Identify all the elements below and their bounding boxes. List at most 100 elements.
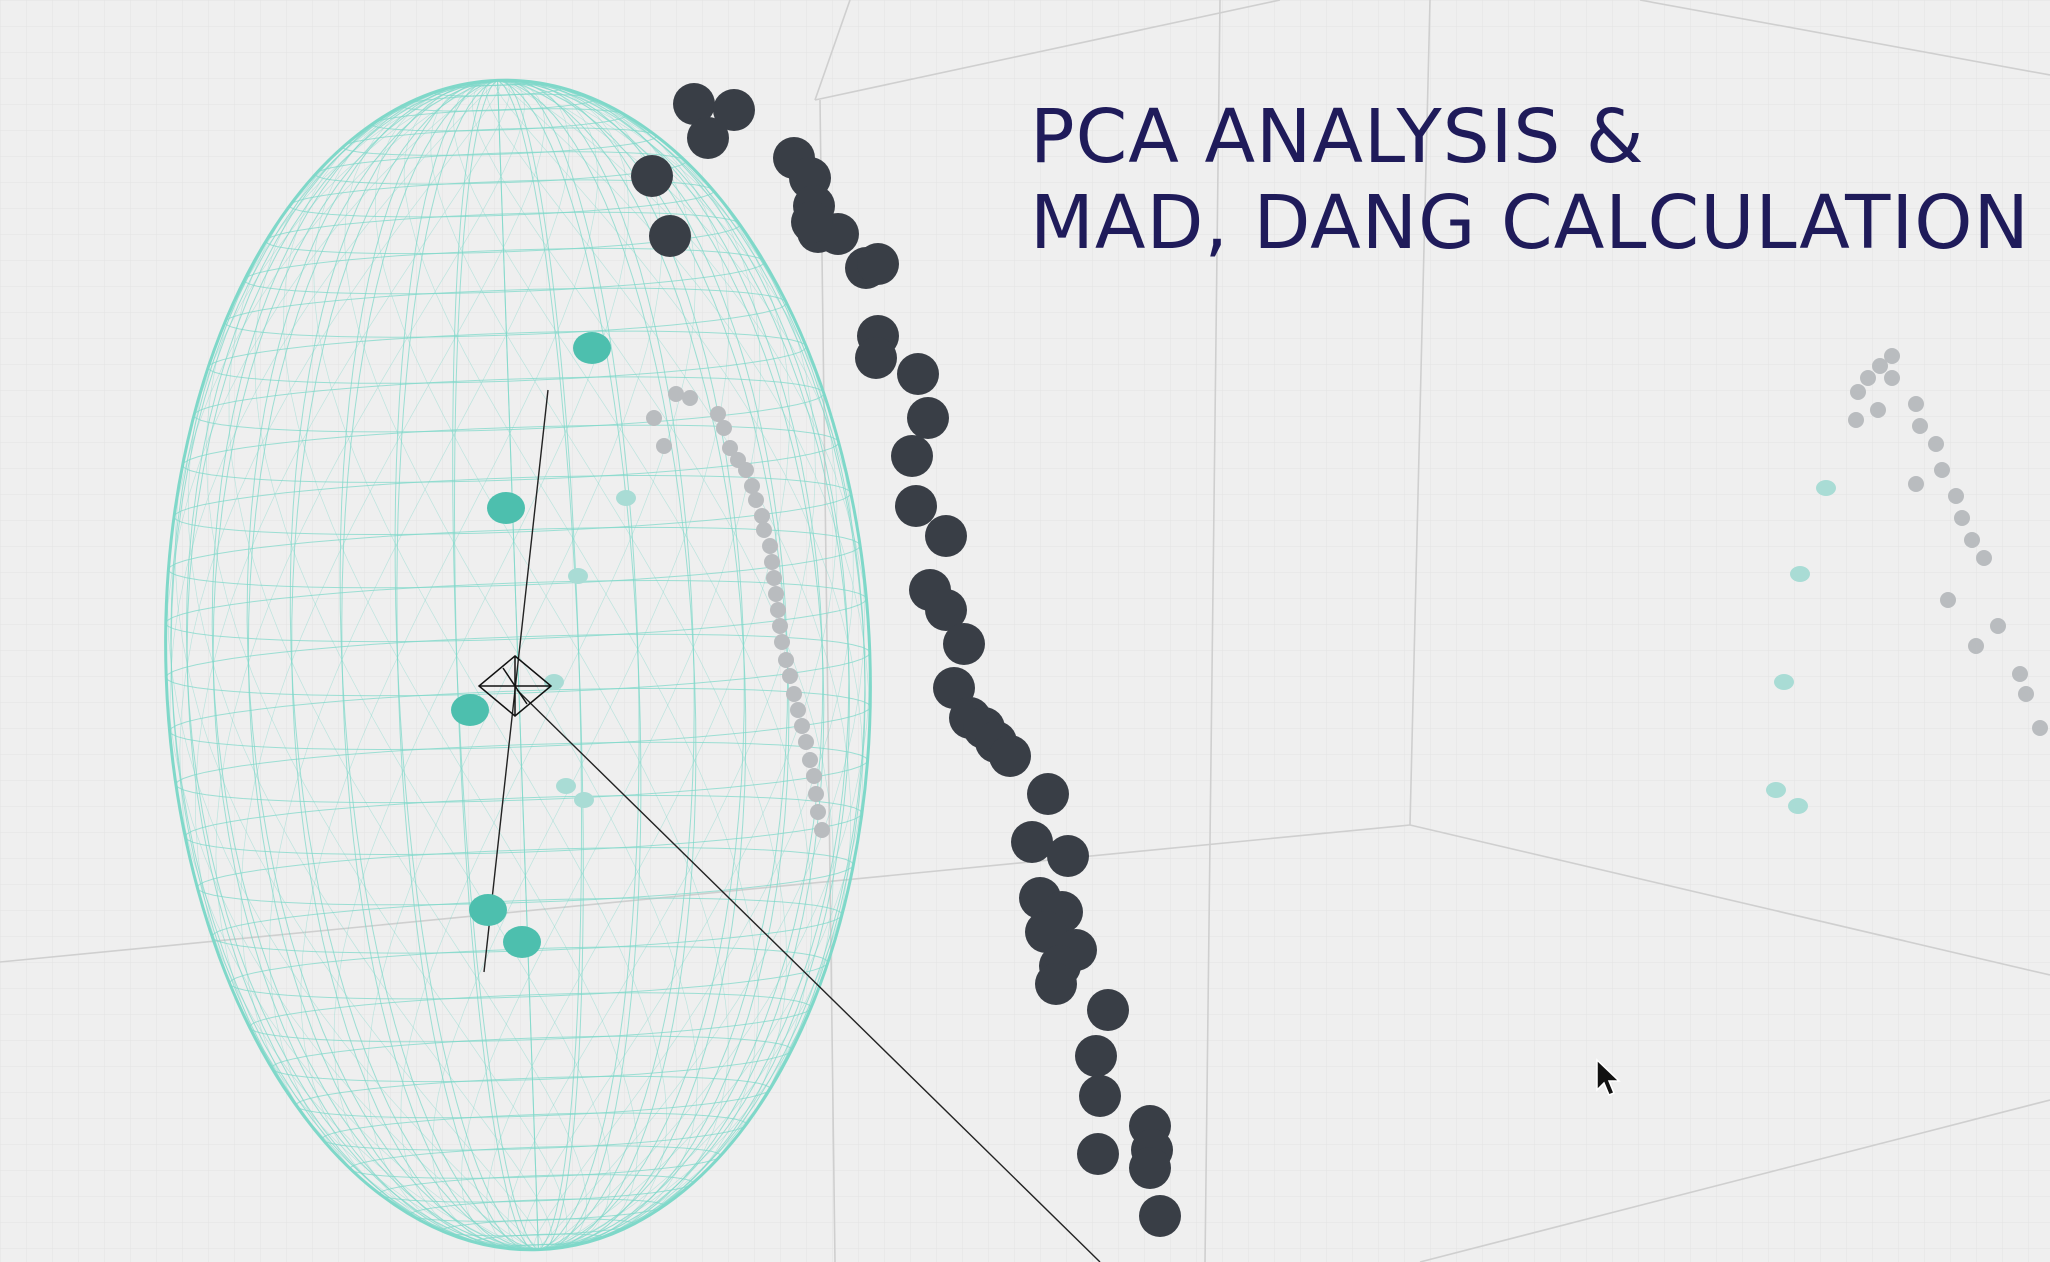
- projected-outside-point: [2032, 720, 2048, 736]
- ellipsoid-mesh-diagonal: [497, 80, 854, 1250]
- outside-point: [1075, 1035, 1117, 1077]
- outside-point: [895, 485, 937, 527]
- projected-outside-point: [762, 538, 778, 554]
- projected-outside-point: [770, 602, 786, 618]
- projected-outside-point: [1990, 618, 2006, 634]
- projected-outside-point: [1964, 532, 1980, 548]
- projected-outside-point: [1934, 462, 1950, 478]
- projected-outside-point: [1908, 476, 1924, 492]
- projected-outside-point: [646, 410, 662, 426]
- projected-outside-point: [1850, 384, 1866, 400]
- confidence-ellipsoid-wireframe: [164, 78, 872, 1252]
- projected-inside-point: [1816, 480, 1836, 496]
- outside-point: [1011, 821, 1053, 863]
- outside-point: [943, 623, 985, 665]
- projected-outside-point: [810, 804, 826, 820]
- projected-outside-point: [806, 768, 822, 784]
- outside-point: [897, 353, 939, 395]
- projected-inside-point: [574, 792, 594, 808]
- ellipsoid-mesh-diagonal: [367, 80, 662, 1250]
- projected-outside-point: [790, 702, 806, 718]
- projected-outside-point: [774, 634, 790, 650]
- projected-outside-point: [764, 554, 780, 570]
- projected-outside-point: [1968, 638, 1984, 654]
- ellipsoid-mesh-diagonal: [169, 80, 539, 1250]
- ellipsoid-meridian: [497, 79, 745, 1251]
- inside-points: [451, 332, 611, 958]
- projected-outside-point: [1872, 358, 1888, 374]
- projected-outside-point: [748, 492, 764, 508]
- projected-outside-point: [1870, 402, 1886, 418]
- outside-point: [1077, 1133, 1119, 1175]
- projected-inside-point: [1788, 798, 1808, 814]
- ellipsoid-meridian: [497, 79, 640, 1251]
- ellipsoid-meridian: [497, 79, 697, 1251]
- projected-outside-point: [766, 570, 782, 586]
- ellipsoid-meridian: [497, 79, 583, 1250]
- outside-point: [1079, 1075, 1121, 1117]
- outside-point: [673, 83, 715, 125]
- ellipsoid-meridian: [339, 79, 539, 1251]
- centroid-marker-icon: [477, 655, 553, 717]
- ellipsoid-mesh-diagonal: [205, 80, 568, 1250]
- ellipsoid-meridian: [497, 79, 747, 1251]
- projected-outside-point: [802, 752, 818, 768]
- ellipsoid-meridian: [497, 79, 824, 1251]
- ellipsoid-mesh-diagonal: [432, 80, 729, 1250]
- ellipsoid-mesh-diagonal: [195, 80, 539, 1250]
- projected-inside-point: [1790, 566, 1810, 582]
- ellipsoid-meridian: [394, 79, 539, 1251]
- outside-point: [1087, 989, 1129, 1031]
- projected-outside-point: [656, 438, 672, 454]
- projected-outside-point: [782, 668, 798, 684]
- projected-outside-point: [738, 462, 754, 478]
- mouse-pointer-icon: [1596, 1058, 1621, 1096]
- outside-point: [925, 515, 967, 557]
- outside-point: [631, 155, 673, 197]
- ellipsoid-meridian: [289, 79, 539, 1251]
- principal-axes: [483, 389, 1101, 1262]
- outside-point: [1139, 1195, 1181, 1237]
- projected-outside-point: [814, 822, 830, 838]
- outside-point: [649, 215, 691, 257]
- ellipsoid-mesh-diagonal: [333, 80, 630, 1250]
- ellipsoid-meridian: [247, 79, 539, 1251]
- projected-outside-point: [1912, 418, 1928, 434]
- projected-outside-point: [1908, 396, 1924, 412]
- inside-point: [487, 492, 525, 524]
- ellipsoid-meridian: [497, 79, 642, 1251]
- ellipsoid-meridian: [246, 79, 539, 1251]
- outside-point: [857, 243, 899, 285]
- outside-point: [791, 201, 833, 243]
- projected-outside-point: [2018, 686, 2034, 702]
- ellipsoid-mesh-diagonal: [313, 80, 668, 1250]
- ellipsoid-mesh-diagonal: [497, 80, 838, 1250]
- projected-outside-point: [768, 586, 784, 602]
- outside-point: [907, 397, 949, 439]
- ellipsoid-mesh-diagonal: [215, 80, 539, 1250]
- projected-outside-point: [794, 718, 810, 734]
- projected-outside-point: [1940, 592, 1956, 608]
- projected-outside-point: [1928, 436, 1944, 452]
- ellipsoid-mesh-diagonal: [374, 80, 729, 1250]
- projected-inside-point: [616, 490, 636, 506]
- ellipsoid-meridian: [497, 79, 539, 1250]
- ellipsoid-mesh-diagonal: [400, 80, 696, 1250]
- projected-outside-point: [754, 508, 770, 524]
- projected-points: [544, 348, 2048, 838]
- projected-outside-point: [716, 420, 732, 436]
- outside-point: [989, 735, 1031, 777]
- ellipsoid-meridian: [341, 79, 539, 1251]
- projected-outside-point: [1954, 510, 1970, 526]
- projected-outside-point: [808, 786, 824, 802]
- title-line-2: MAD, DANG CALCULATION: [1030, 180, 2030, 266]
- projected-outside-point: [710, 406, 726, 422]
- projected-outside-point: [1884, 348, 1900, 364]
- outside-point: [891, 435, 933, 477]
- ellipsoid-mesh-diagonal: [344, 80, 698, 1250]
- inside-point: [503, 926, 541, 958]
- projected-outside-point: [798, 734, 814, 750]
- ellipsoid-mesh-diagonal: [174, 80, 543, 1250]
